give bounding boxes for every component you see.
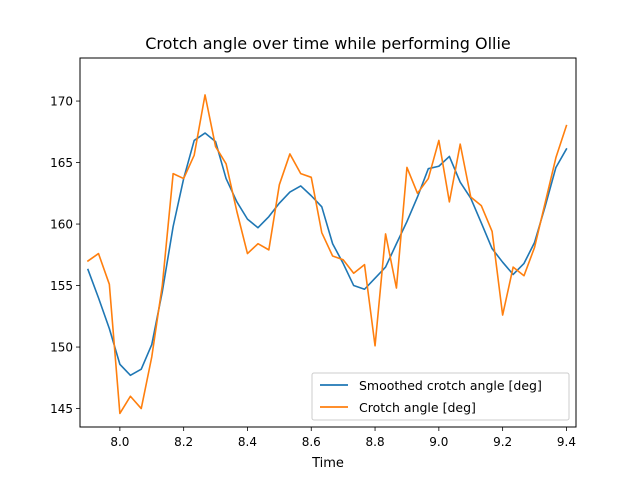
x-tick-label: 8.6	[302, 435, 321, 449]
axes-background	[80, 58, 576, 427]
y-tick-label: 170	[50, 95, 73, 109]
series-lines	[86, 94, 568, 415]
series-line-smoothed	[86, 132, 568, 377]
y-tick-label: 155	[50, 279, 73, 293]
axes-frame	[79, 57, 577, 428]
x-tick-label: 9.4	[557, 435, 576, 449]
legend-label-smoothed: Smoothed crotch angle [deg]	[359, 378, 542, 393]
legend: Smoothed crotch angle [deg] Crotch angle…	[311, 372, 570, 421]
x-tick-label: 9.0	[429, 435, 448, 449]
y-axis: 145 150 155 160 165 170	[50, 95, 80, 416]
y-tick-label: 145	[50, 402, 73, 416]
legend-box	[311, 372, 570, 421]
y-tick-label: 160	[50, 218, 73, 232]
x-tick-label: 8.2	[174, 435, 193, 449]
plot-area	[79, 57, 577, 428]
series-line-raw	[86, 94, 568, 415]
x-tick-label: 8.4	[238, 435, 257, 449]
x-axis: 8.0 8.2 8.4 8.6 8.8 9.0 9.2 9.4	[110, 427, 576, 449]
x-tick-label: 8.8	[366, 435, 385, 449]
y-tick-label: 150	[50, 341, 73, 355]
x-tick-label: 9.2	[493, 435, 512, 449]
chart-title: Crotch angle over time while performing …	[145, 34, 511, 53]
legend-label-raw: Crotch angle [deg]	[359, 400, 476, 415]
y-tick-label: 165	[50, 156, 73, 170]
x-axis-label: Time	[311, 456, 344, 471]
x-tick-label: 8.0	[110, 435, 129, 449]
